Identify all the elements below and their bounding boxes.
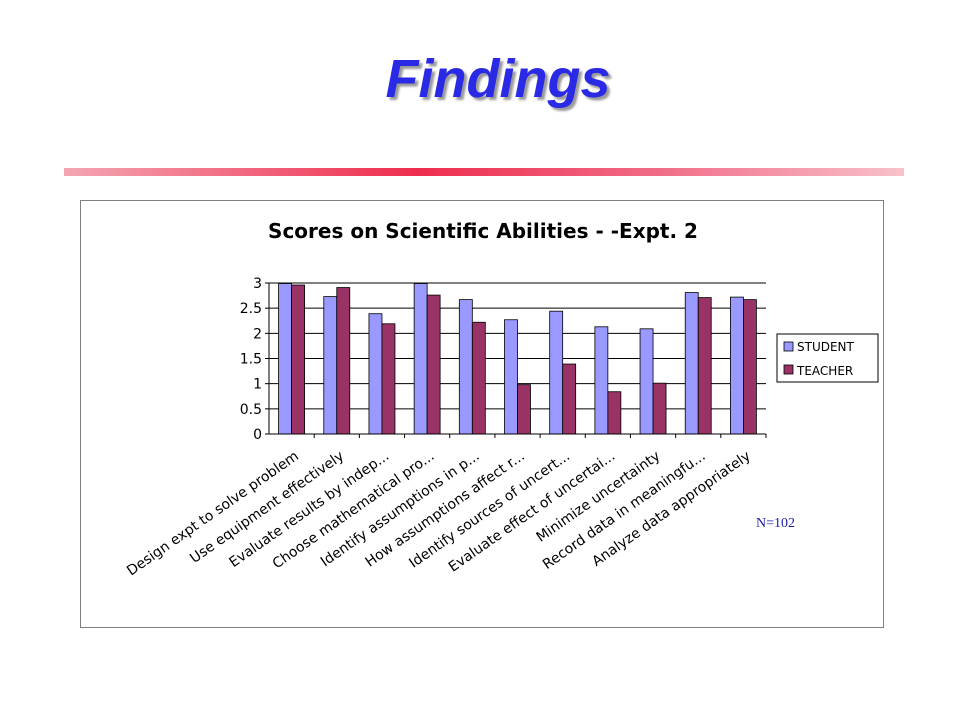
bar-teacher [471,321,486,435]
bar-student [458,299,473,435]
bar-teacher [381,323,396,435]
bar-student [549,310,564,435]
bar-teacher [426,294,441,435]
bar-student [504,319,518,435]
bar-student [368,313,383,435]
y-tick-label: 3 [253,276,262,292]
legend: STUDENT TEACHER [776,333,879,383]
bar-student [594,326,609,435]
bar-teacher [517,384,531,435]
bar-student [730,296,744,435]
bar-teacher [607,391,622,435]
bar-student [413,283,428,435]
bar-student [684,292,699,435]
bar-teacher [652,382,667,435]
title-divider [64,168,904,176]
y-tick-label: 1 [253,377,262,393]
bar-teacher [562,363,577,435]
y-tick-label: 2 [253,326,262,342]
sample-size-note: N=102 [756,516,795,531]
bar-student [278,283,292,435]
bar-teacher [291,284,305,435]
legend-label-teacher: TEACHER [796,364,853,378]
scores-bar-chart: Scores on Scientific Abilities - -Expt. … [124,219,879,579]
legend-swatch-teacher [783,364,794,375]
bar-teacher [336,287,351,435]
y-tick-label: 2.5 [240,301,262,317]
legend-box [776,333,879,383]
slide-title: Findings [385,49,611,109]
bar-student [323,296,338,435]
chart-frame: Scores on Scientific Abilities - -Expt. … [80,200,884,628]
chart-title: Scores on Scientific Abilities - -Expt. … [268,219,698,243]
bar-teacher [697,297,712,435]
y-tick-label: 0.5 [240,402,262,418]
bars [278,283,757,435]
y-tick-label: 1.5 [240,352,262,368]
bar-student [639,328,654,435]
legend-swatch-student [783,341,794,352]
legend-label-student: STUDENT [797,340,855,354]
bar-teacher [743,299,757,435]
y-tick-label: 0 [253,427,262,443]
axes: 0 0.5 1 1.5 2 2.5 3 [240,276,767,443]
